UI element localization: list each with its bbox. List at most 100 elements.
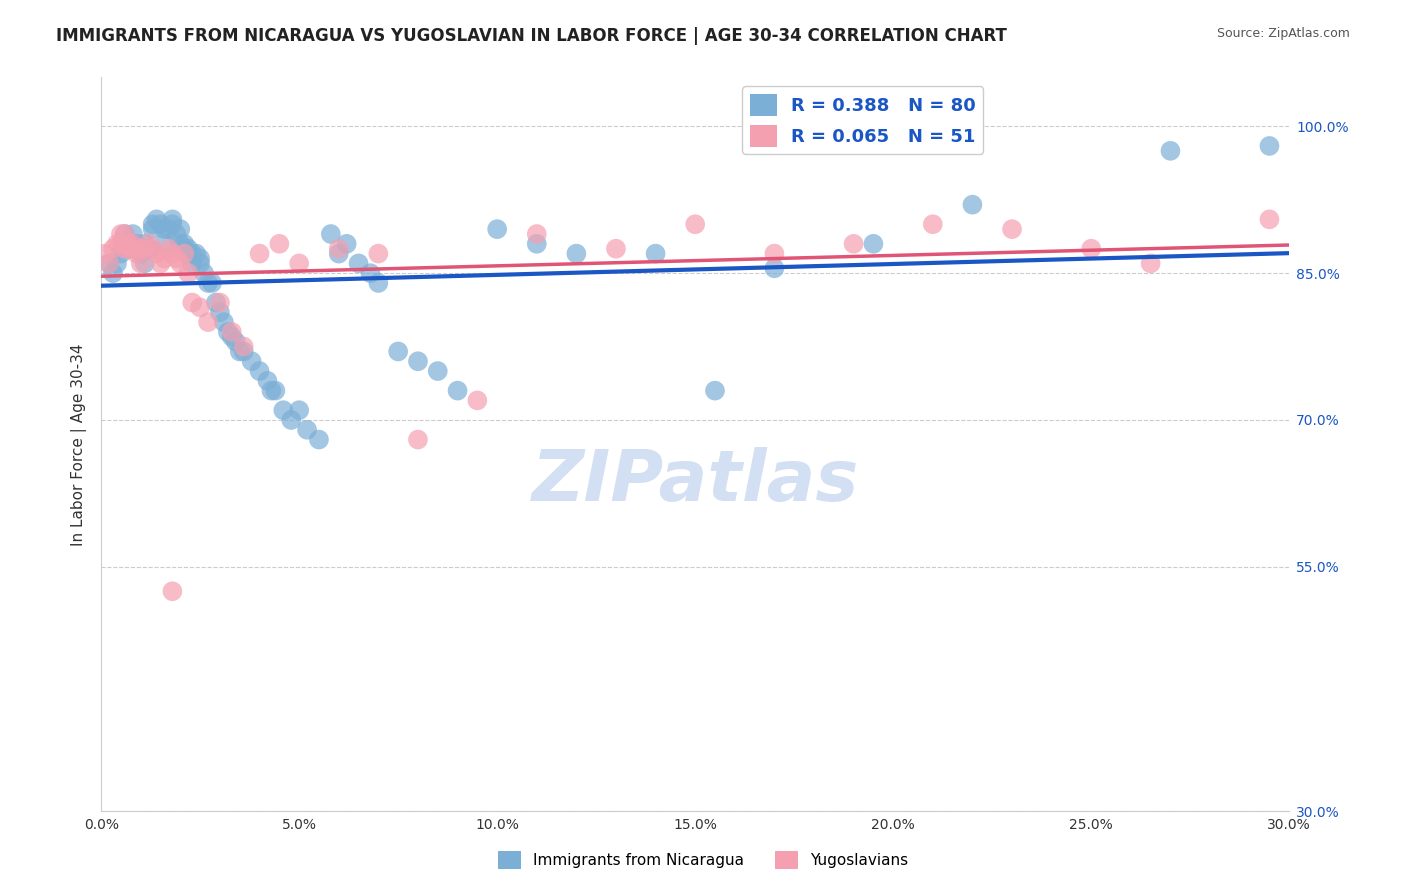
Point bbox=[862, 236, 884, 251]
Point bbox=[110, 246, 132, 260]
Point bbox=[193, 266, 215, 280]
Point bbox=[260, 384, 283, 398]
Point bbox=[1258, 139, 1281, 153]
Point bbox=[121, 242, 143, 256]
Text: IMMIGRANTS FROM NICARAGUA VS YUGOSLAVIAN IN LABOR FORCE | AGE 30-34 CORRELATION : IMMIGRANTS FROM NICARAGUA VS YUGOSLAVIAN… bbox=[56, 27, 1007, 45]
Point bbox=[197, 276, 219, 290]
Point bbox=[1001, 222, 1024, 236]
Point bbox=[181, 246, 204, 260]
Point bbox=[134, 256, 156, 270]
Point bbox=[205, 295, 228, 310]
Point bbox=[157, 242, 180, 256]
Point bbox=[426, 364, 449, 378]
Point bbox=[308, 433, 330, 447]
Point bbox=[269, 236, 291, 251]
Point bbox=[125, 246, 148, 260]
Point bbox=[406, 354, 429, 368]
Point bbox=[101, 242, 124, 256]
Point bbox=[208, 295, 231, 310]
Point bbox=[134, 236, 156, 251]
Point bbox=[280, 413, 302, 427]
Point bbox=[240, 354, 263, 368]
Point bbox=[114, 236, 136, 251]
Point bbox=[1139, 256, 1161, 270]
Point bbox=[271, 403, 294, 417]
Point bbox=[526, 227, 548, 241]
Point bbox=[114, 227, 136, 241]
Point bbox=[145, 212, 167, 227]
Point bbox=[387, 344, 409, 359]
Point bbox=[217, 325, 239, 339]
Point bbox=[181, 256, 204, 270]
Point bbox=[212, 315, 235, 329]
Point bbox=[145, 246, 167, 260]
Point bbox=[138, 242, 160, 256]
Point bbox=[406, 433, 429, 447]
Point bbox=[105, 256, 128, 270]
Point bbox=[225, 334, 247, 349]
Point bbox=[129, 242, 152, 256]
Point bbox=[347, 256, 370, 270]
Point bbox=[201, 276, 224, 290]
Point bbox=[763, 261, 786, 276]
Point bbox=[683, 217, 706, 231]
Point bbox=[288, 256, 311, 270]
Point bbox=[114, 227, 136, 241]
Point bbox=[229, 344, 252, 359]
Point bbox=[134, 242, 156, 256]
Point bbox=[605, 242, 627, 256]
Point bbox=[177, 242, 200, 256]
Point bbox=[921, 217, 943, 231]
Point bbox=[129, 256, 152, 270]
Point bbox=[186, 246, 208, 260]
Point bbox=[169, 222, 191, 236]
Point bbox=[138, 242, 160, 256]
Point bbox=[336, 236, 359, 251]
Point bbox=[232, 344, 254, 359]
Point bbox=[256, 374, 278, 388]
Point bbox=[367, 276, 389, 290]
Point bbox=[110, 227, 132, 241]
Point bbox=[94, 246, 117, 260]
Y-axis label: In Labor Force | Age 30-34: In Labor Force | Age 30-34 bbox=[72, 343, 87, 546]
Point bbox=[101, 266, 124, 280]
Point bbox=[125, 242, 148, 256]
Point bbox=[125, 236, 148, 251]
Point bbox=[173, 236, 195, 251]
Point bbox=[121, 236, 143, 251]
Point bbox=[138, 236, 160, 251]
Point bbox=[644, 246, 666, 260]
Point bbox=[232, 340, 254, 354]
Point bbox=[153, 252, 176, 266]
Point bbox=[110, 236, 132, 251]
Point bbox=[962, 197, 984, 211]
Point bbox=[221, 330, 243, 344]
Point bbox=[153, 236, 176, 251]
Point bbox=[264, 384, 287, 398]
Point bbox=[188, 252, 211, 266]
Point bbox=[165, 227, 187, 241]
Point bbox=[763, 246, 786, 260]
Point bbox=[105, 236, 128, 251]
Point bbox=[295, 423, 318, 437]
Point bbox=[177, 266, 200, 280]
Point bbox=[118, 242, 141, 256]
Point bbox=[165, 252, 187, 266]
Point bbox=[162, 212, 184, 227]
Point bbox=[177, 246, 200, 260]
Point bbox=[446, 384, 468, 398]
Point bbox=[129, 242, 152, 256]
Point bbox=[565, 246, 588, 260]
Point bbox=[149, 217, 172, 231]
Point bbox=[173, 242, 195, 256]
Point bbox=[526, 236, 548, 251]
Point bbox=[173, 246, 195, 260]
Point bbox=[188, 301, 211, 315]
Text: ZIPatlas: ZIPatlas bbox=[531, 447, 859, 516]
Point bbox=[1080, 242, 1102, 256]
Point bbox=[367, 246, 389, 260]
Point bbox=[169, 256, 191, 270]
Point bbox=[98, 256, 121, 270]
Point bbox=[359, 266, 381, 280]
Point bbox=[467, 393, 489, 408]
